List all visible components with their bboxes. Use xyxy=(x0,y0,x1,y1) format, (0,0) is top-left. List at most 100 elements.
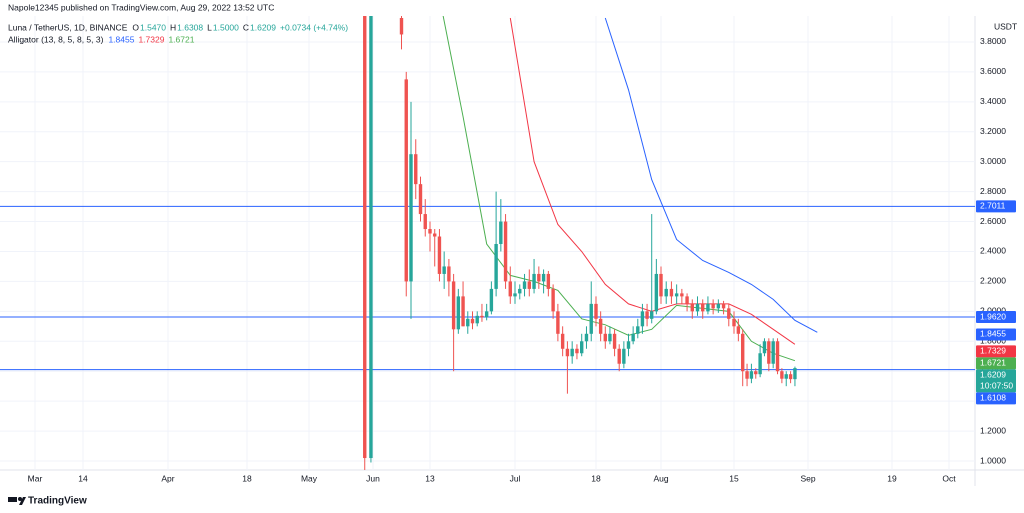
candle-body xyxy=(437,236,442,274)
price-badge-label: 1.7329 xyxy=(980,346,1006,356)
candle-body xyxy=(527,281,531,289)
symbol: Luna / TetherUS, 1D, BINANCE xyxy=(8,22,128,32)
candle-body xyxy=(494,244,498,289)
ohlc-key: C xyxy=(243,22,249,32)
candle-body xyxy=(695,303,700,312)
candle-body xyxy=(650,311,654,319)
published-note: Napole12345 published on TradingView.com… xyxy=(8,2,274,12)
candle-body xyxy=(664,288,668,297)
candle-body xyxy=(674,293,679,297)
x-tick-label: 13 xyxy=(425,473,435,483)
y-tick-label: 2.8000 xyxy=(980,186,1006,196)
candle-body xyxy=(762,341,767,354)
price-badge xyxy=(976,328,1016,341)
candle-body xyxy=(475,315,479,324)
candle-body xyxy=(418,184,423,215)
candle-body xyxy=(565,348,570,357)
y-tick-label: 1.2000 xyxy=(980,425,1006,435)
indicator-value: 1.8455 xyxy=(108,34,134,44)
candle-body xyxy=(669,288,674,297)
candle-body xyxy=(754,371,758,375)
candle-body xyxy=(404,79,408,282)
x-tick-label: 18 xyxy=(242,473,252,483)
y-tick-label: 3.8000 xyxy=(980,36,1006,46)
price-badge xyxy=(976,369,1016,393)
y-tick-label: 2.6000 xyxy=(980,216,1006,226)
candle-body xyxy=(369,16,373,459)
candle-body xyxy=(556,311,560,334)
candle-body xyxy=(645,311,649,319)
candle-body xyxy=(451,281,456,330)
candle-body xyxy=(537,273,541,282)
indicator-value: 1.7329 xyxy=(138,34,164,44)
candle-body xyxy=(399,18,404,35)
candle-body xyxy=(575,348,579,354)
candle-body xyxy=(423,214,427,230)
candle-body xyxy=(711,303,715,309)
x-tick-label: Jun xyxy=(366,473,380,483)
ohlc-value: 1.6308 xyxy=(177,22,203,32)
candle-body xyxy=(580,341,584,354)
price-badge-label: 1.9620 xyxy=(980,311,1006,321)
candle-body xyxy=(727,308,731,319)
price-badge xyxy=(976,345,1016,358)
brand: TradingView xyxy=(28,496,87,507)
candle-body xyxy=(780,371,784,379)
candle-body xyxy=(480,315,484,318)
x-tick-label: Aug xyxy=(653,473,668,483)
candle-body xyxy=(541,273,546,282)
candle-body xyxy=(626,341,631,349)
candle-body xyxy=(622,348,626,364)
alligator-line xyxy=(604,17,818,333)
price-badge-label: 2.7011 xyxy=(980,201,1006,211)
candle-body xyxy=(603,333,607,342)
ohlc-key: O xyxy=(132,22,139,32)
candle-body xyxy=(721,303,726,309)
candle-body xyxy=(775,341,780,372)
y-tick-label: 1.0000 xyxy=(980,455,1006,465)
candle-body xyxy=(409,154,413,282)
candle-body xyxy=(414,154,418,185)
y-tick-label: 2.0000 xyxy=(980,306,1006,316)
candle-body xyxy=(442,266,446,274)
candle-body xyxy=(489,288,494,312)
ohlc-value: 1.6209 xyxy=(250,22,276,32)
candle-body xyxy=(470,318,475,324)
candle-body xyxy=(654,273,659,312)
candle-body xyxy=(363,16,367,459)
candle-body xyxy=(532,273,536,289)
candle-body xyxy=(767,341,771,364)
candle-body xyxy=(732,318,736,327)
candle-body xyxy=(484,311,489,318)
y-tick-label: 3.6000 xyxy=(980,66,1006,76)
candle-body xyxy=(461,296,465,327)
candle-body xyxy=(680,293,684,297)
candle-body xyxy=(598,318,603,334)
candle-body xyxy=(659,273,663,297)
candle-body xyxy=(631,333,635,342)
candle-body xyxy=(428,229,432,234)
candle-body xyxy=(589,303,593,334)
candle-body xyxy=(551,288,555,312)
x-tick-label: 18 xyxy=(591,473,601,483)
candle-body xyxy=(570,348,574,357)
candle-body xyxy=(466,318,470,327)
candle-body xyxy=(499,221,503,244)
candle-body xyxy=(594,303,598,319)
candle-body xyxy=(584,333,589,342)
price-badge xyxy=(976,311,1016,324)
candle-body xyxy=(701,303,705,312)
tradingview-logo: TradingView xyxy=(8,496,87,507)
x-tick-label: May xyxy=(301,473,318,483)
footer xyxy=(0,486,1024,513)
alligator-line xyxy=(442,16,796,362)
candle-body xyxy=(617,348,621,364)
price-badge-label: 1.6721 xyxy=(980,358,1006,368)
x-tick-label: Jul xyxy=(510,473,521,483)
candle-body xyxy=(749,371,754,379)
candle-body xyxy=(741,333,745,372)
x-tick-label: Mar xyxy=(28,473,43,483)
candle-body xyxy=(447,266,451,282)
